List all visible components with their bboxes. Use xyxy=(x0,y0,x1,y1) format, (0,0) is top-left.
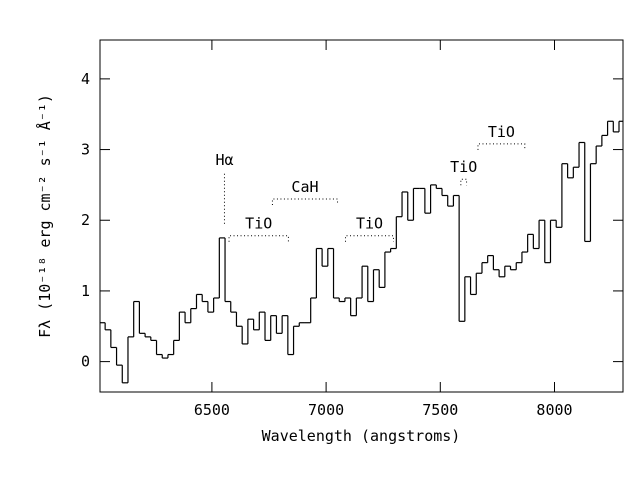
x-axis-label: Wavelength (angstroms) xyxy=(262,427,461,445)
annotation-bracket xyxy=(228,235,289,242)
y-tick-label: 1 xyxy=(81,282,90,300)
x-tick-label: 8000 xyxy=(536,401,572,419)
annotation-bracket xyxy=(477,143,526,150)
annotation-label: Hα xyxy=(215,151,233,169)
y-tick-label: 4 xyxy=(81,70,90,88)
annotation-bracket xyxy=(460,178,468,186)
annotation-label: TiO xyxy=(356,215,383,233)
y-tick-label: 2 xyxy=(81,211,90,229)
annotation-bracket xyxy=(271,198,339,206)
annotation-label: CaH xyxy=(291,178,318,196)
plot-frame xyxy=(99,39,624,393)
y-tick-label: 3 xyxy=(81,141,90,159)
annotation-label: TiO xyxy=(450,158,477,176)
annotation-bracket xyxy=(345,235,394,242)
annotation-label: TiO xyxy=(488,123,515,141)
annotation-label: TiO xyxy=(245,215,272,233)
plot-area xyxy=(100,120,623,384)
y-tick-label: 0 xyxy=(81,353,90,371)
x-tick-label: 7500 xyxy=(422,401,458,419)
y-axis-label: Fλ (10⁻¹⁸ erg cm⁻² s⁻¹ Å⁻¹) xyxy=(35,94,54,338)
x-tick-label: 6500 xyxy=(194,401,230,419)
x-tick-label: 7000 xyxy=(308,401,344,419)
